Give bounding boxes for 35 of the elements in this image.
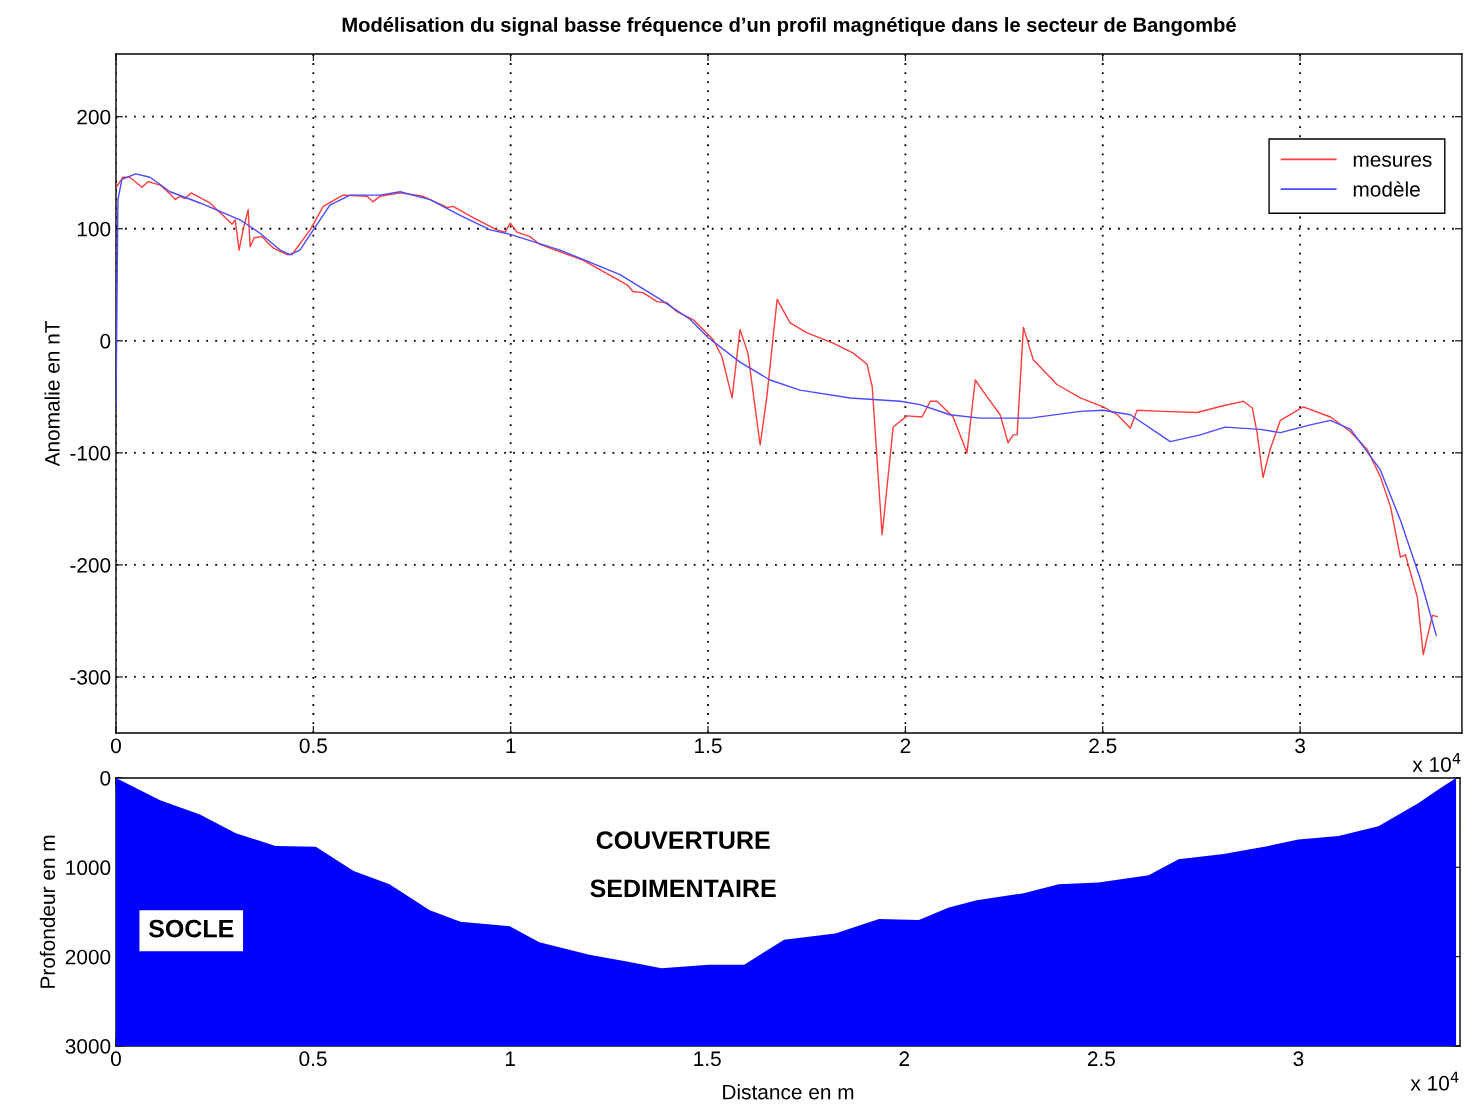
y-tick-label: 2000 xyxy=(65,949,111,965)
x-tick-label: 0 xyxy=(110,738,121,754)
x-tick-label: 0 xyxy=(110,1051,121,1067)
annotation: SOCLE xyxy=(148,919,234,938)
annotation: SEDIMENTAIRE xyxy=(590,879,776,898)
x-tick-label: 1 xyxy=(506,738,516,753)
y-tick-label: 200 xyxy=(77,109,111,125)
y-axis-title: Profondeur en m xyxy=(39,835,56,988)
x-tick-label: 1 xyxy=(505,1051,515,1066)
x-tick-label: 2.5 xyxy=(1087,1051,1115,1067)
x-tick-label: 1.5 xyxy=(694,1051,721,1067)
y-tick-label: 100 xyxy=(77,221,111,237)
x-tick-label: 0.5 xyxy=(299,1051,327,1067)
x-tick-label: 0.5 xyxy=(299,738,327,754)
text: x 10$^{4}$ xyxy=(1412,753,1461,772)
annotation: COUVERTURE xyxy=(596,831,770,850)
text: x 10$^{4}$ xyxy=(1410,1071,1459,1091)
x-tick-label: 3 xyxy=(1293,1051,1304,1067)
x-tick-label: 3 xyxy=(1295,738,1305,754)
y-tick-label: 3000 xyxy=(65,1038,111,1054)
x-axis-title: Distance en m xyxy=(723,1084,854,1100)
y-tick-label: 0 xyxy=(100,770,111,786)
x-tick-label: 1.5 xyxy=(695,738,722,754)
y-axis-title: Anomalie en nT xyxy=(44,320,60,467)
x-tick-label: 2 xyxy=(900,738,911,753)
legend-label: modèle xyxy=(1353,181,1420,197)
y-tick-label: 0 xyxy=(100,333,111,349)
chart-title: Modélisation du signal basse fréquence d’un profil magnétique dans le secteur de Bangombé xyxy=(342,16,1236,36)
y-tick-label: 1000 xyxy=(66,860,111,876)
y-tick-label: -100 xyxy=(70,445,111,461)
y-tick-label: -300 xyxy=(70,669,111,685)
x-tick-label: 2.5 xyxy=(1089,738,1117,754)
legend-label: mesures xyxy=(1353,155,1432,167)
y-tick-label: -200 xyxy=(70,557,111,573)
x-tick-label: 2 xyxy=(899,1051,910,1066)
